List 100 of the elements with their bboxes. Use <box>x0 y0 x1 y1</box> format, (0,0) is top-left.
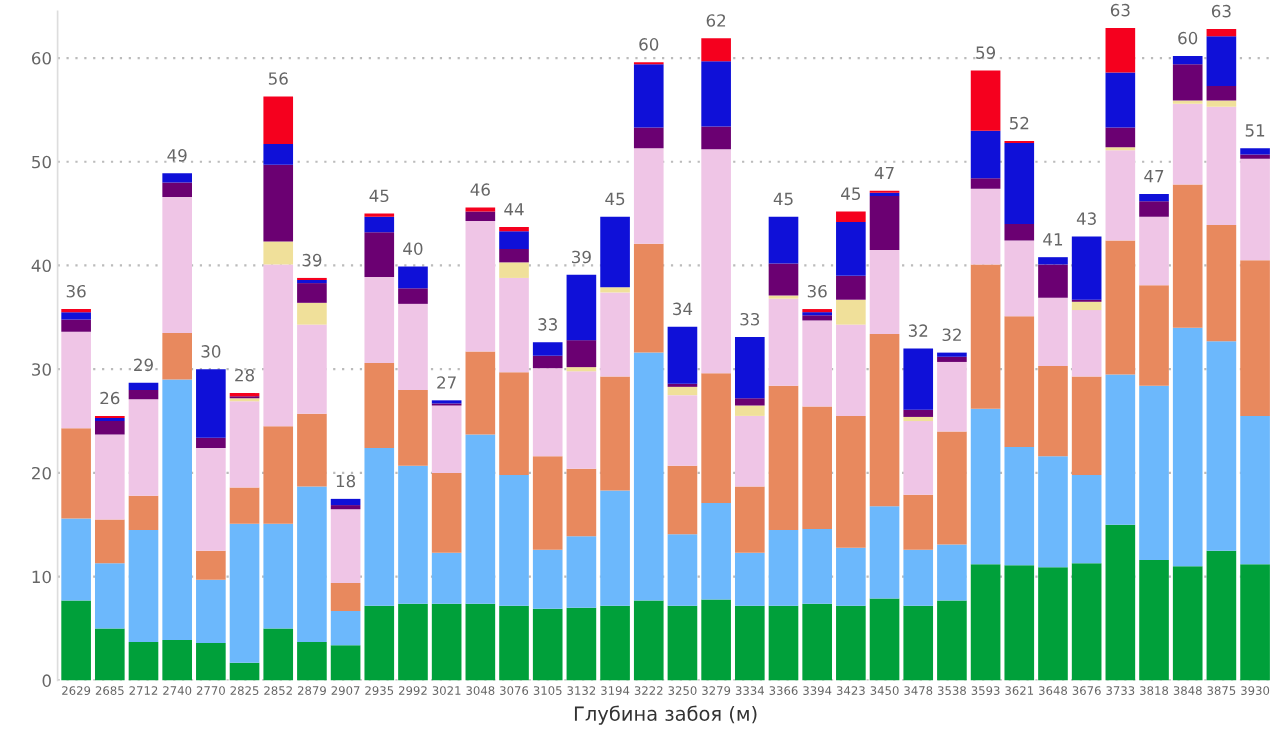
bar <box>667 395 698 466</box>
bar <box>633 243 664 353</box>
y-tick-label: 0 <box>42 674 51 687</box>
bar <box>600 490 630 606</box>
bar <box>61 319 91 332</box>
total-label: 26 <box>100 391 120 405</box>
bar <box>566 468 597 537</box>
bar <box>364 605 395 681</box>
bar <box>1038 366 1068 457</box>
bar <box>532 355 563 369</box>
bar <box>162 182 192 198</box>
bar <box>398 389 428 466</box>
bar <box>1172 566 1203 681</box>
total-label: 59 <box>976 46 996 59</box>
total-label: 45 <box>605 192 625 206</box>
bar <box>162 173 192 183</box>
bar <box>263 144 294 165</box>
bar <box>499 372 529 476</box>
bar <box>94 628 125 681</box>
bar <box>903 409 934 417</box>
bar <box>1240 415 1270 565</box>
bar <box>734 552 765 606</box>
total-label: 27 <box>437 376 456 389</box>
bar <box>431 603 462 681</box>
bar <box>1105 524 1136 681</box>
bar <box>937 600 967 681</box>
total-label: 39 <box>302 253 322 267</box>
bar <box>701 126 731 150</box>
bar <box>1172 55 1203 65</box>
bar <box>499 475 529 606</box>
bar <box>937 356 967 362</box>
y-tick-label: 40 <box>31 259 51 273</box>
bar <box>1105 240 1136 375</box>
bar <box>1139 560 1169 681</box>
bar <box>61 428 91 519</box>
bar <box>398 603 428 681</box>
bar <box>970 564 1001 681</box>
total-label: 47 <box>874 166 894 180</box>
bar <box>1172 103 1203 185</box>
bar <box>297 283 327 303</box>
bar <box>1071 236 1102 300</box>
bar <box>600 216 630 288</box>
bar <box>364 276 395 363</box>
bar <box>633 352 664 601</box>
bar <box>633 148 664 244</box>
bar <box>903 605 934 681</box>
total-label: 44 <box>504 203 524 216</box>
bar <box>398 465 428 604</box>
total-label: 36 <box>807 284 827 298</box>
bar <box>162 379 192 640</box>
bar <box>94 421 125 435</box>
total-label: 39 <box>572 250 591 264</box>
bar <box>263 264 294 427</box>
bar <box>937 544 967 601</box>
bar <box>869 249 900 334</box>
bar <box>1038 257 1068 265</box>
bar <box>297 642 327 681</box>
bar <box>1105 27 1136 73</box>
bar <box>499 605 529 681</box>
bar <box>465 603 496 681</box>
bar <box>1105 374 1136 525</box>
bar <box>364 216 395 233</box>
bar <box>667 326 698 384</box>
bar <box>1139 216 1169 286</box>
total-label: 43 <box>1076 212 1096 225</box>
bar <box>768 216 799 264</box>
bar <box>734 398 765 406</box>
total-label: 33 <box>740 312 760 326</box>
bar <box>1071 475 1102 564</box>
bar <box>869 195 900 250</box>
bar <box>1105 150 1136 241</box>
bar <box>768 605 799 681</box>
bar <box>532 342 563 356</box>
bar <box>970 130 1001 179</box>
total-label: 45 <box>841 187 861 201</box>
bar <box>162 197 192 333</box>
bar <box>1240 148 1270 155</box>
bar <box>1206 225 1237 342</box>
bar <box>1139 385 1169 561</box>
total-label: 45 <box>369 189 389 203</box>
bar <box>734 486 765 553</box>
bar <box>499 248 529 263</box>
bar <box>734 337 765 399</box>
bar <box>94 434 125 520</box>
bar <box>263 96 294 145</box>
bar <box>768 385 799 530</box>
total-label: 40 <box>403 242 423 255</box>
bar <box>903 348 934 410</box>
bar <box>970 408 1001 565</box>
bar <box>196 579 226 644</box>
bar <box>667 386 698 396</box>
bar <box>465 220 496 352</box>
bar <box>1038 297 1068 367</box>
bar <box>398 303 428 390</box>
bar <box>600 292 630 377</box>
bar <box>330 509 361 583</box>
bar <box>499 277 529 373</box>
bar <box>667 465 698 535</box>
total-label: 52 <box>1009 116 1029 130</box>
bar <box>1206 550 1237 681</box>
